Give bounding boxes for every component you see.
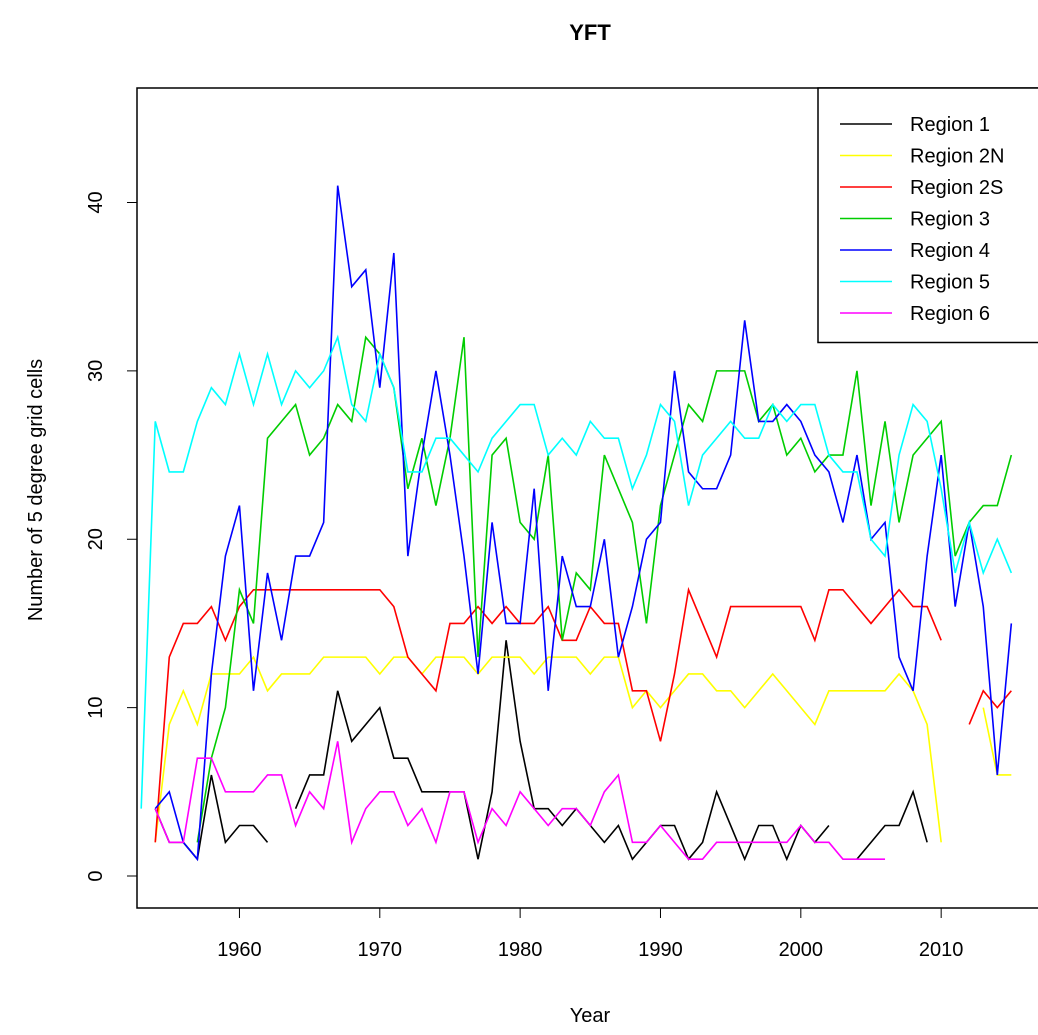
plot-frame: [136, 87, 1038, 909]
legend-label: Region 2S: [910, 177, 1003, 199]
legend-label: Region 3: [910, 209, 990, 231]
y-axis-label: Number of 5 degree grid cells: [25, 359, 47, 621]
series-line: [154, 655, 1012, 843]
series-line: [196, 335, 1013, 843]
series-line: [154, 640, 928, 862]
legend-label: Region 6: [910, 303, 990, 325]
y-tick-label: 0: [85, 870, 107, 881]
x-axis-label: Year: [570, 1005, 611, 1027]
y-tick-label: 40: [85, 191, 107, 213]
x-tick-label: 2010: [919, 939, 964, 961]
x-tick-label: 2000: [779, 939, 824, 961]
series-line: [154, 741, 886, 860]
x-tick-label: 1970: [358, 939, 403, 961]
y-tick-label: 30: [85, 360, 107, 382]
chart-title: YFT: [569, 20, 611, 45]
legend-label: Region 5: [910, 272, 990, 294]
x-tick-label: 1960: [217, 939, 262, 961]
legend-label: Region 4: [910, 240, 990, 262]
y-tick-label: 20: [85, 528, 107, 550]
legend-box: [817, 87, 1038, 344]
legend-label: Region 1: [910, 114, 990, 136]
y-tick-label: 10: [85, 697, 107, 719]
x-tick-label: 1980: [498, 939, 543, 961]
series-line: [140, 334, 1013, 809]
x-tick-label: 1990: [638, 939, 683, 961]
legend-label: Region 2N: [910, 146, 1005, 168]
